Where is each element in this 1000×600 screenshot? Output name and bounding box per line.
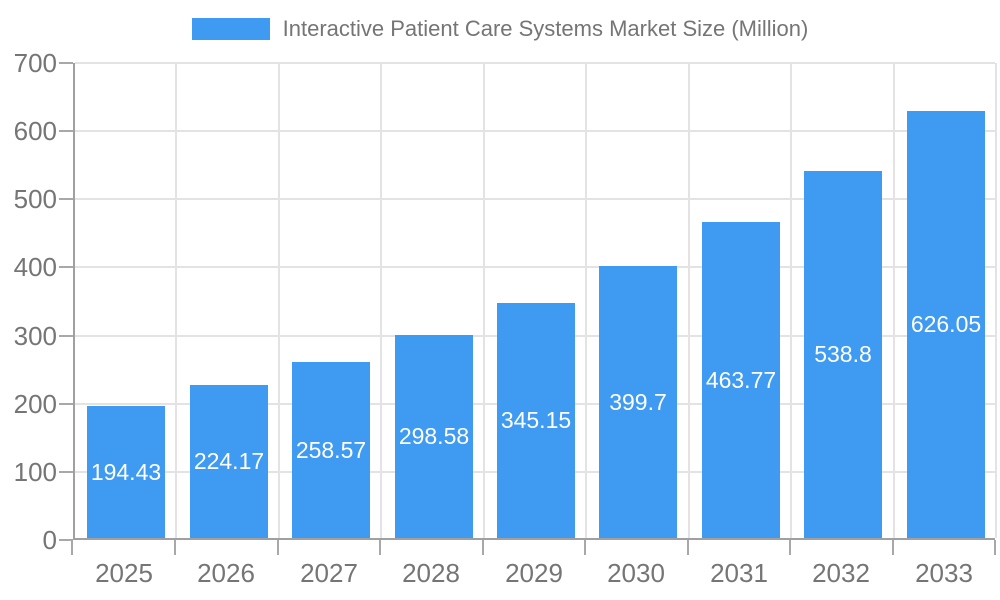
bar-value-label-2026: 224.17 [193, 448, 265, 474]
x-axis-label-2033: 2033 [915, 558, 973, 588]
x-axis-label-2025: 2025 [95, 558, 153, 588]
y-axis-tick [59, 539, 73, 541]
bar-2030[interactable]: 399.7 [599, 266, 677, 538]
x-axis-label-2028: 2028 [402, 558, 460, 588]
y-axis-label-700: 700 [13, 48, 57, 78]
bar-2029[interactable]: 345.15 [497, 303, 575, 538]
x-axis-label-2032: 2032 [812, 558, 870, 588]
x-axis-label-2027: 2027 [300, 558, 358, 588]
y-axis-label-100: 100 [13, 456, 57, 487]
bar-value-label-2031: 463.77 [705, 366, 777, 393]
y-axis-label-500: 500 [13, 184, 57, 215]
y-axis-tick [59, 198, 73, 201]
bar-value-label-2027: 258.57 [295, 436, 367, 463]
legend: Interactive Patient Care Systems Market … [0, 16, 1000, 42]
gridline-vertical [482, 63, 485, 538]
legend-label: Interactive Patient Care Systems Market … [282, 16, 809, 41]
x-axis-tick [891, 540, 894, 555]
legend-item[interactable]: Interactive Patient Care Systems Market … [191, 16, 809, 42]
bar-value-label-2025: 194.43 [90, 458, 162, 485]
y-axis-label-300: 300 [13, 320, 57, 351]
gridline-vertical [585, 63, 588, 538]
x-axis-label-2031: 2031 [710, 558, 768, 588]
x-axis-label-2026: 2026 [197, 558, 255, 588]
bar-2032[interactable]: 538.8 [804, 171, 882, 538]
bar-2025[interactable]: 194.43 [87, 406, 165, 538]
y-axis-label-600: 600 [13, 116, 57, 147]
y-axis-tick [59, 62, 73, 64]
gridline-horizontal [75, 62, 995, 64]
bar-value-label-2029: 345.15 [500, 407, 572, 433]
y-axis-label-400: 400 [13, 252, 57, 283]
legend-swatch-icon [191, 18, 270, 40]
gridline-vertical [892, 63, 895, 538]
x-axis-tick [481, 540, 484, 555]
bar-value-label-2028: 298.58 [398, 423, 470, 449]
y-axis-label-0: 0 [42, 525, 57, 555]
plot-area: 194.43 224.17 258.57 298.58 345.15 399.7 463.7… [73, 62, 997, 540]
x-axis-tick [174, 540, 177, 555]
x-axis-tick [584, 540, 587, 555]
bar-2026[interactable]: 224.17 [190, 385, 268, 538]
x-axis-label-2029: 2029 [505, 558, 563, 588]
gridline-vertical [175, 63, 178, 538]
x-axis-tick [686, 540, 689, 555]
y-axis-tick [59, 334, 73, 337]
gridline-vertical [995, 63, 997, 538]
gridline-vertical [277, 63, 280, 538]
bar-value-label-2033: 626.05 [910, 311, 982, 337]
gridline-vertical [687, 63, 690, 538]
y-axis-tick [59, 402, 73, 405]
gridline-horizontal [75, 130, 995, 133]
bar-2028[interactable]: 298.58 [395, 335, 473, 538]
x-axis-tick [276, 540, 279, 555]
x-axis-tick [789, 540, 792, 555]
bar-2027[interactable]: 258.57 [292, 362, 370, 538]
y-axis-tick [59, 130, 73, 133]
x-axis-tick [379, 540, 382, 555]
bar-value-label-2030: 399.7 [609, 388, 667, 415]
bar-2033[interactable]: 626.05 [907, 111, 985, 538]
y-axis-label-200: 200 [13, 388, 57, 419]
bar-value-label-2032: 538.8 [814, 341, 872, 367]
y-axis-tick [59, 470, 73, 473]
bar-2031[interactable]: 463.77 [702, 222, 780, 538]
x-axis-tick [994, 540, 996, 555]
x-axis-tick [71, 540, 73, 555]
y-axis-tick [59, 266, 73, 269]
gridline-vertical [790, 63, 793, 538]
x-axis-label-2030: 2030 [607, 558, 665, 588]
gridline-vertical [380, 63, 383, 538]
